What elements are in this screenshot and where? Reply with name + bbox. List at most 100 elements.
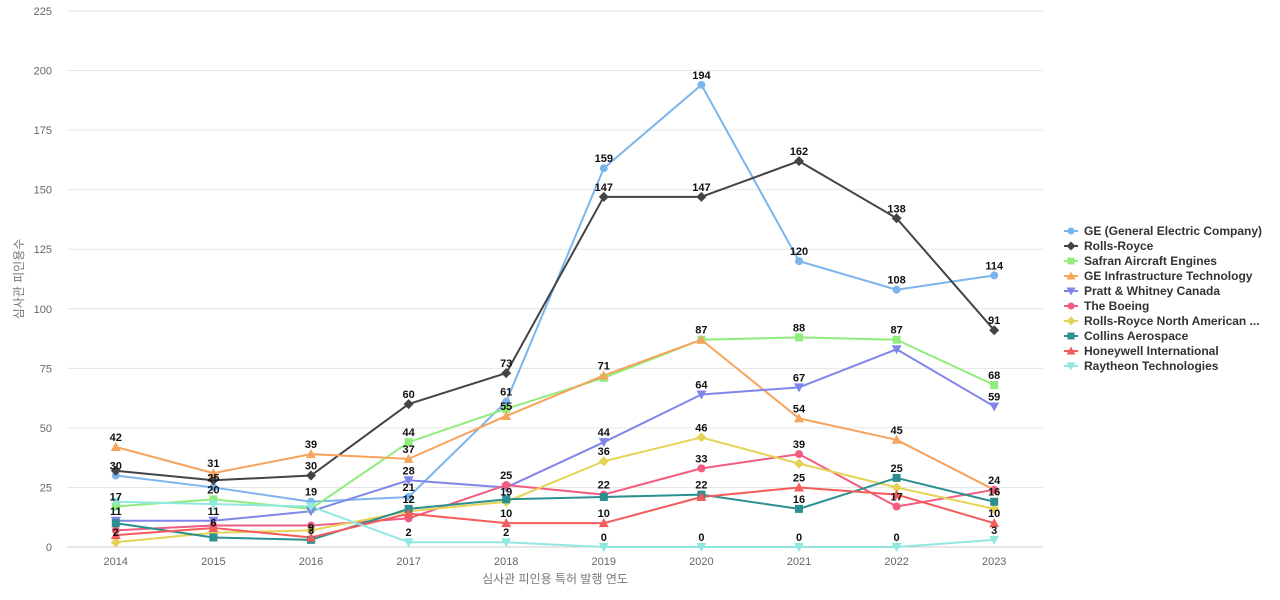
data-point: [989, 535, 1000, 545]
data-label: 30: [305, 461, 317, 473]
data-label: 0: [796, 532, 802, 544]
data-point: [794, 458, 804, 469]
data-point: [696, 432, 707, 443]
data-point: [892, 285, 901, 294]
series-line: [115, 348, 995, 522]
data-label: 120: [790, 246, 808, 258]
data-point: [990, 497, 999, 506]
legend-label: The Boeing: [1084, 299, 1149, 313]
data-label: 64: [695, 380, 708, 392]
data-point: [696, 334, 707, 344]
data-label: 10: [988, 508, 1000, 520]
data-point: [696, 491, 707, 501]
data-point: [794, 383, 804, 393]
data-point: [306, 507, 316, 517]
data-point: [989, 518, 1000, 528]
data-label: 0: [698, 532, 704, 544]
data-label: 11: [208, 506, 220, 518]
series-lines: [115, 83, 995, 548]
data-label: 59: [988, 391, 1000, 403]
data-point: [891, 434, 902, 444]
data-label: 25: [890, 463, 902, 475]
data-point: [1066, 241, 1076, 251]
data-point: [403, 453, 414, 463]
data-label: 20: [207, 484, 219, 496]
data-label: 10: [500, 508, 512, 520]
data-point: [208, 516, 219, 526]
data-point: [794, 543, 804, 552]
data-point: [989, 402, 1000, 412]
data-label: 44: [598, 427, 611, 439]
data-point: [209, 483, 218, 492]
data-label: 108: [887, 275, 905, 287]
y-tick-label: 125: [34, 244, 52, 256]
data-label: 2: [406, 527, 412, 539]
data-point: [403, 538, 414, 548]
data-label: 22: [695, 480, 707, 492]
data-label: 17: [110, 492, 122, 504]
data-point: [990, 485, 999, 494]
data-label: 138: [887, 203, 905, 215]
series-line: [115, 83, 995, 503]
data-point: [306, 532, 316, 542]
data-point: [989, 503, 1000, 514]
data-label: 10: [598, 508, 610, 520]
data-point: [306, 502, 316, 512]
data-label: 2: [113, 527, 119, 539]
data-point: [598, 370, 609, 380]
legend-label: Collins Aerospace: [1084, 329, 1189, 343]
data-point: [990, 271, 999, 280]
data-point: [794, 156, 804, 167]
data-point: [501, 538, 512, 548]
data-point: [208, 475, 219, 486]
data-label: 71: [598, 360, 610, 372]
data-point: [502, 404, 511, 413]
data-label: 24: [988, 475, 1001, 487]
axes: 심사관 피인용 특허 발행 연도 심사관 피인용수 02550751001251…: [12, 6, 1006, 586]
data-label: 9: [308, 522, 314, 534]
x-tick-label: 2018: [494, 556, 518, 568]
data-label: 36: [598, 446, 610, 458]
data-label: 22: [598, 480, 610, 492]
data-point: [502, 397, 511, 406]
x-tick-label: 2015: [201, 556, 225, 568]
data-label: 19: [500, 487, 512, 499]
data-point: [891, 345, 902, 355]
data-point: [501, 518, 512, 528]
data-label: 30: [110, 461, 122, 473]
data-point: [1066, 316, 1076, 326]
data-label: 31: [207, 458, 219, 470]
data-point: [891, 489, 902, 499]
series-line: [115, 476, 995, 541]
data-point: [110, 530, 121, 540]
data-label: 33: [695, 453, 707, 465]
data-label: 61: [500, 387, 512, 399]
data-label: 60: [402, 389, 414, 401]
x-tick-label: 2019: [592, 556, 616, 568]
legend-label: Pratt & Whitney Canada: [1084, 284, 1220, 298]
data-point: [696, 390, 707, 400]
data-point: [1067, 227, 1075, 235]
data-label: 17: [890, 492, 902, 504]
y-tick-label: 200: [34, 66, 52, 78]
legend: GE (General Electric Company)Rolls-Royce…: [1064, 224, 1262, 373]
data-point: [795, 450, 803, 459]
data-point: [208, 500, 219, 510]
data-label: 45: [890, 425, 902, 437]
data-label: 25: [500, 470, 512, 482]
data-point: [502, 495, 511, 504]
y-tick-label: 25: [40, 482, 52, 494]
data-point: [598, 438, 609, 448]
legend-label: GE (General Electric Company): [1084, 224, 1262, 238]
y-tick-label: 0: [46, 542, 52, 554]
data-point: [1066, 346, 1076, 355]
data-label: 28: [402, 465, 414, 477]
data-label: 87: [890, 325, 902, 337]
data-label: 37: [402, 444, 414, 456]
x-axis-title: 심사관 피인용 특허 발행 연도: [482, 571, 628, 586]
y-tick-label: 100: [34, 304, 52, 316]
data-point: [403, 508, 414, 518]
x-tick-label: 2016: [299, 556, 323, 568]
